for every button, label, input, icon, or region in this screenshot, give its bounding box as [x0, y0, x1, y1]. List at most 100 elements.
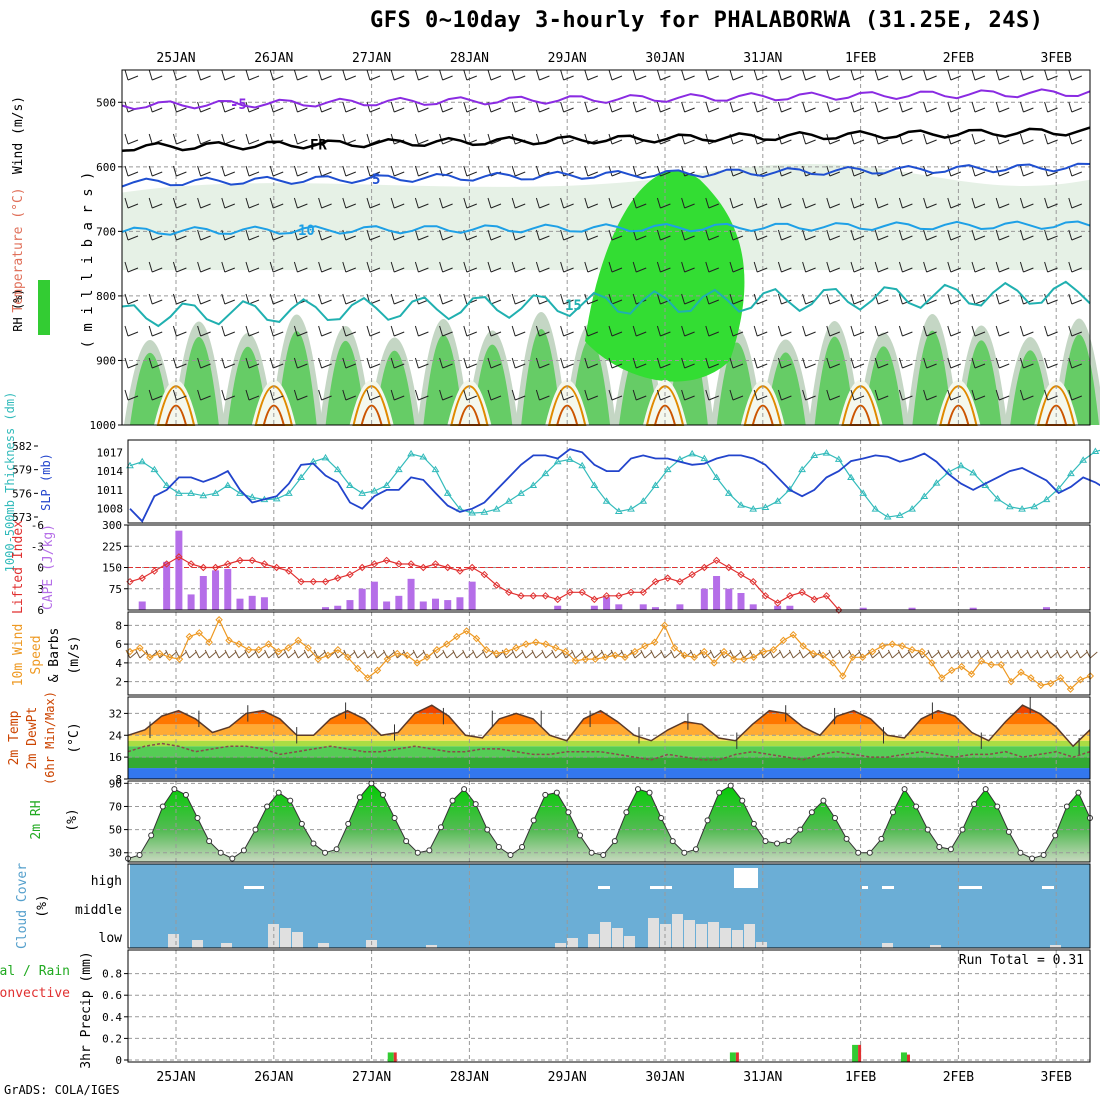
- wind-barb: [874, 229, 889, 241]
- lifted-index-marker: [688, 570, 696, 579]
- cape-bar: [358, 588, 366, 610]
- date-label-bottom: 29JAN: [548, 1070, 587, 1085]
- wind-barb: [1068, 101, 1082, 113]
- wind-barb: [463, 261, 477, 273]
- lifted-index-marker: [334, 574, 342, 582]
- wind-axis-label-3: & Barbs: [47, 628, 62, 683]
- wind-barb: [221, 261, 235, 273]
- wind-speed-marker: [1037, 681, 1045, 690]
- thickness-marker: [504, 497, 513, 504]
- thickness-marker: [236, 489, 244, 496]
- wind-barb: [293, 69, 308, 81]
- rh-marker: [136, 852, 143, 859]
- surface-wind-barb: [462, 649, 474, 659]
- thickness-marker: [614, 507, 623, 514]
- isotherm-25: [1036, 385, 1076, 426]
- wind-barb: [729, 293, 744, 305]
- lifted-index-marker: [358, 563, 366, 572]
- slp-tick-label: 1011: [97, 484, 124, 497]
- rh-marker: [855, 849, 862, 856]
- thickness-marker: [150, 465, 159, 473]
- wind-barb: [439, 325, 453, 337]
- cape-bar: [700, 588, 708, 610]
- wind-barb: [560, 293, 574, 305]
- wind-barb: [1019, 165, 1034, 177]
- wind-barb: [293, 197, 308, 209]
- wind-barb: [898, 261, 913, 273]
- wind-barb: [269, 69, 284, 81]
- wind-barb: [172, 133, 187, 145]
- rh-marker: [1063, 803, 1070, 810]
- thickness-marker: [908, 505, 916, 512]
- wind-barb: [148, 197, 163, 209]
- wind-barb: [1019, 101, 1034, 113]
- temp-tick-label: 24: [109, 729, 123, 742]
- wind-barb: [342, 389, 356, 401]
- li-tick-label: 6: [37, 604, 44, 617]
- thickness-marker: [957, 461, 965, 469]
- cape-bar: [590, 605, 598, 610]
- wind-barb: [318, 101, 332, 113]
- precip-total-bar: [900, 1052, 907, 1062]
- wind-barb: [995, 325, 1010, 337]
- wind-speed-marker: [443, 640, 451, 648]
- cape-bar: [199, 576, 207, 610]
- wind-barb: [342, 197, 356, 209]
- wind-barb: [584, 389, 598, 401]
- wind-barb: [560, 325, 574, 337]
- surface-wind-barb: [452, 649, 465, 659]
- wind-barb: [802, 261, 816, 273]
- lifted-index-marker: [468, 563, 476, 572]
- wind-barb: [414, 261, 429, 273]
- lifted-index-marker: [444, 563, 452, 572]
- surface-wind-barb: [887, 649, 900, 659]
- wind-barb: [560, 69, 574, 81]
- wind-speed-marker: [977, 657, 986, 665]
- wind-barb: [656, 357, 671, 369]
- precip-total-bar: [729, 1052, 736, 1062]
- date-label-bottom: 2FEB: [943, 1070, 974, 1085]
- rh-marker: [646, 789, 653, 796]
- wind-barb: [172, 357, 187, 369]
- high-cloud-bar: [862, 886, 868, 889]
- precip-total-bar: [387, 1052, 394, 1062]
- thickness-marker: [223, 481, 232, 488]
- wind-speed-marker: [363, 674, 372, 682]
- wind-barb: [971, 197, 986, 209]
- low-cloud-bar: [720, 928, 731, 948]
- wind-barb: [802, 389, 816, 401]
- pressure-tick-label: 600: [96, 161, 116, 174]
- wind-barb: [705, 69, 719, 81]
- thickness-marker: [712, 473, 721, 481]
- wind-barb: [342, 261, 356, 273]
- wind-barb: [221, 293, 235, 305]
- wind-barb: [414, 165, 429, 177]
- wind-barb: [1019, 325, 1034, 337]
- wind-speed-marker: [423, 653, 431, 661]
- wind-barb: [390, 293, 405, 305]
- wind-speed-marker: [571, 657, 580, 665]
- wind-barb: [1068, 197, 1082, 209]
- thickness-marker: [480, 508, 489, 515]
- wind-speed-marker: [611, 651, 619, 660]
- rh-marker: [461, 786, 468, 793]
- wind-speed-marker: [868, 647, 877, 656]
- rh-marker: [913, 803, 920, 810]
- wind-speed-marker: [542, 640, 550, 648]
- cape-bar: [713, 576, 721, 610]
- wind-speed-marker: [235, 640, 243, 648]
- thickness-marker: [443, 489, 452, 496]
- lifted-index-marker: [187, 560, 195, 568]
- wind-speed-marker: [185, 632, 194, 641]
- wind-barb: [584, 197, 598, 209]
- lifted-index-marker: [505, 588, 513, 596]
- wind-barbs: [124, 69, 1082, 401]
- lifted-index-line: [129, 556, 840, 611]
- high-cloud-bar: [650, 886, 672, 889]
- wind-barb: [777, 101, 792, 113]
- wind-barb: [971, 229, 986, 241]
- wind-barb: [995, 261, 1010, 273]
- thickness-marker: [272, 494, 281, 502]
- rh-marker: [240, 847, 247, 854]
- wind-barb: [1044, 325, 1058, 337]
